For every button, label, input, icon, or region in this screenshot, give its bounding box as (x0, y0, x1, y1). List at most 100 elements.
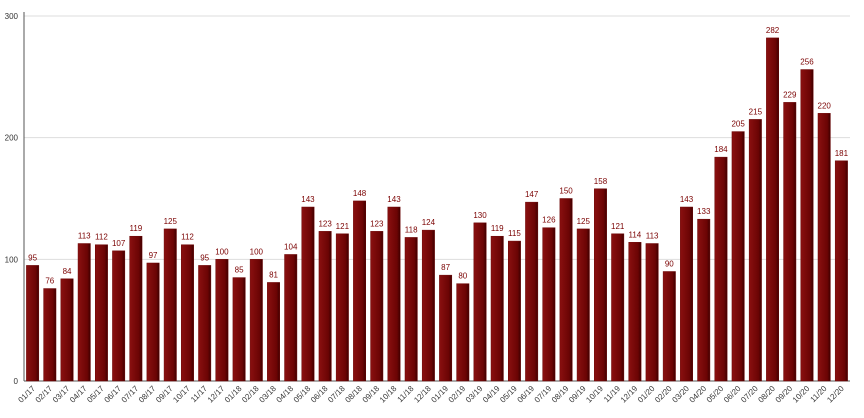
bar (335, 233, 349, 382)
bar (576, 228, 590, 382)
x-tick-label: 03/17 (51, 384, 72, 405)
bar (267, 282, 280, 382)
value-label: 181 (835, 149, 849, 158)
bar (370, 231, 384, 382)
value-label: 150 (559, 187, 573, 196)
value-label: 158 (594, 177, 608, 186)
value-label: 100 (215, 247, 229, 256)
value-label: 130 (473, 211, 487, 220)
x-tick-label: 02/17 (34, 384, 55, 405)
x-tick-label: 01/19 (429, 384, 450, 405)
x-tick-label: 03/19 (464, 384, 485, 405)
value-label: 119 (491, 224, 504, 233)
value-label: 215 (749, 107, 763, 116)
value-label: 95 (28, 253, 37, 262)
x-tick-label: 08/19 (550, 384, 571, 405)
x-tick-label: 02/18 (240, 384, 261, 405)
x-tick-label: 03/20 (670, 384, 691, 405)
x-tick-label: 12/20 (825, 384, 846, 405)
value-label: 123 (318, 219, 332, 228)
bar (697, 218, 711, 382)
value-label: 123 (370, 219, 384, 228)
x-tick-label: 01/18 (223, 384, 244, 405)
bar (817, 113, 831, 382)
value-label: 119 (129, 224, 142, 233)
value-label: 282 (766, 26, 780, 35)
x-tick-label: 09/20 (774, 384, 795, 405)
x-tick-label: 06/20 (722, 384, 743, 405)
value-label: 133 (697, 207, 711, 216)
y-tick-label: 200 (5, 134, 19, 143)
value-label: 81 (269, 270, 278, 279)
bar (198, 265, 212, 382)
y-tick-label: 100 (5, 255, 19, 264)
x-tick-label: 10/19 (584, 384, 605, 405)
bar (387, 206, 401, 382)
x-tick-label: 07/19 (533, 384, 554, 405)
bar (404, 237, 418, 382)
value-label: 121 (336, 222, 350, 231)
x-tick-label: 04/18 (275, 384, 296, 405)
x-tick-label: 06/19 (516, 384, 537, 405)
value-label: 112 (181, 233, 194, 242)
value-label: 95 (200, 253, 209, 262)
value-label: 118 (405, 225, 418, 234)
value-label: 112 (95, 233, 108, 242)
bar (129, 235, 143, 382)
bar (26, 265, 40, 382)
x-tick-label: 03/18 (257, 384, 278, 405)
bar (680, 206, 693, 382)
bar (662, 271, 676, 382)
bar (542, 227, 556, 382)
x-tick-label: 01/20 (636, 384, 657, 405)
x-tick-label: 07/20 (739, 384, 760, 405)
value-label: 87 (441, 263, 450, 272)
bar (834, 160, 848, 382)
bar (559, 198, 573, 382)
value-label: 147 (525, 190, 539, 199)
value-label: 114 (629, 230, 642, 239)
x-tick-label: 12/19 (619, 384, 640, 405)
value-label: 143 (680, 195, 694, 204)
x-tick-label: 04/20 (688, 384, 709, 405)
bar (181, 244, 194, 382)
x-tick-label: 10/20 (791, 384, 812, 405)
value-label: 126 (542, 216, 556, 225)
x-tick-label: 08/18 (343, 384, 364, 405)
bar (249, 259, 263, 382)
x-tick-label: 02/19 (447, 384, 468, 405)
bar (318, 231, 332, 382)
value-label: 85 (235, 266, 244, 275)
x-tick-label: 04/19 (481, 384, 502, 405)
x-tick-label: 01/17 (16, 384, 37, 405)
bar (284, 254, 298, 382)
bar (766, 37, 780, 382)
bar (800, 69, 814, 382)
x-tick-label: 11/20 (808, 384, 828, 404)
bar (731, 131, 745, 382)
bar (232, 277, 246, 382)
value-label: 76 (45, 277, 54, 286)
x-tick-label: 05/19 (498, 384, 519, 405)
x-tick-label: 10/17 (171, 384, 192, 405)
x-tick-label: 10/18 (378, 384, 399, 405)
value-label: 148 (353, 189, 367, 198)
x-tick-label: 05/17 (85, 384, 106, 405)
bar (163, 228, 177, 382)
bar (439, 274, 453, 382)
bar (43, 288, 57, 382)
value-label: 121 (611, 222, 625, 231)
value-label: 113 (646, 232, 659, 241)
value-label: 90 (665, 260, 674, 269)
x-tick-label: 12/17 (206, 384, 227, 405)
bar (611, 233, 625, 382)
y-tick-label: 300 (5, 12, 19, 21)
x-tick-label: 08/20 (756, 384, 777, 405)
value-label: 84 (63, 267, 72, 276)
bar (783, 102, 797, 382)
bar (473, 222, 487, 382)
value-label: 205 (731, 120, 745, 129)
x-tick-label: 08/17 (137, 384, 158, 405)
x-tick-label: 06/18 (309, 384, 330, 405)
